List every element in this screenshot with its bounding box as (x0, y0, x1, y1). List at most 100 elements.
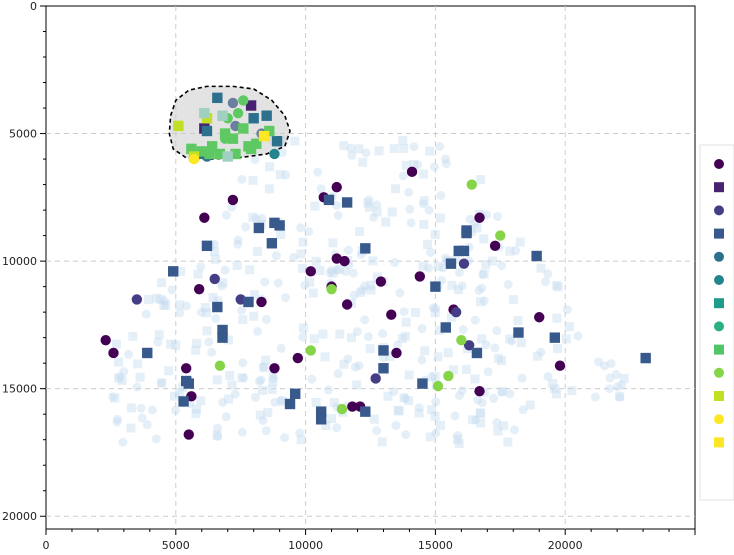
x-tick-label: 0 (43, 539, 50, 552)
data-point (271, 136, 283, 147)
background-point (309, 334, 319, 344)
background-point (237, 174, 247, 184)
background-point (465, 214, 475, 224)
background-point (497, 356, 507, 366)
background-point (511, 246, 521, 256)
background-point (424, 263, 434, 273)
data-point (269, 363, 280, 374)
background-point (280, 433, 290, 443)
data-point (274, 220, 285, 231)
background-point (232, 260, 242, 270)
data-point (292, 352, 304, 364)
background-point (454, 439, 464, 449)
background-point (476, 409, 486, 419)
background-point (343, 354, 353, 364)
background-point (422, 239, 432, 249)
background-point (238, 358, 248, 368)
legend-marker (714, 251, 724, 262)
background-point (493, 211, 503, 221)
background-point (363, 198, 373, 208)
background-point (435, 142, 445, 152)
background-point (348, 268, 358, 278)
background-point (200, 302, 210, 312)
background-point (352, 380, 362, 390)
background-point (141, 309, 151, 319)
background-point (211, 314, 221, 324)
background-point (110, 393, 120, 403)
axes: 0 5000 10000 15000 20000 0 5000 10000 15000 20000 (2, 0, 696, 552)
background-point (237, 305, 247, 315)
background-point (300, 280, 310, 290)
background-point (296, 435, 306, 445)
background-point (476, 418, 486, 428)
background-point (175, 300, 185, 310)
data-point (217, 110, 228, 121)
data-point (534, 312, 545, 323)
data-point (227, 97, 239, 109)
background-point (227, 380, 237, 390)
data-point (214, 360, 226, 371)
background-point (233, 235, 243, 245)
background-point (497, 387, 507, 397)
background-point (349, 290, 359, 300)
data-point (471, 347, 483, 359)
legend-marker (714, 275, 724, 285)
background-point (507, 336, 517, 346)
background-point (335, 329, 345, 339)
background-point (419, 219, 429, 229)
background-point (541, 277, 551, 287)
background-point (470, 374, 480, 384)
background-point (387, 207, 397, 217)
background-point (124, 349, 134, 359)
legend-marker (714, 298, 724, 309)
data-point (305, 266, 316, 277)
data-point (370, 373, 381, 384)
data-point (489, 240, 501, 252)
background-point (233, 239, 243, 249)
background-point (377, 437, 387, 447)
background-point (281, 293, 291, 303)
background-point (152, 293, 162, 303)
background-point (221, 210, 231, 220)
background-point (470, 315, 480, 325)
background-point (431, 397, 441, 407)
data-point (341, 299, 353, 310)
background-point (132, 382, 142, 392)
background-point (271, 251, 281, 261)
background-point (489, 393, 499, 403)
y-tick-label: 20000 (2, 510, 37, 523)
background-point (497, 387, 507, 397)
background-point (431, 428, 441, 438)
background-point (533, 351, 543, 361)
data-point (248, 113, 259, 124)
data-point (217, 332, 228, 343)
background-point (472, 223, 482, 233)
background-point (499, 421, 509, 431)
background-point (316, 184, 326, 194)
background-point (157, 378, 167, 388)
background-point (196, 396, 206, 406)
background-point (398, 135, 408, 145)
data-point (206, 141, 218, 152)
data-point (549, 332, 561, 343)
background-point (196, 307, 206, 317)
background-point (446, 312, 456, 322)
background-point (327, 414, 337, 424)
background-point (505, 389, 515, 399)
data-point (100, 335, 111, 346)
background-point (323, 385, 333, 395)
background-point (196, 262, 206, 272)
background-point (171, 405, 181, 415)
background-point (517, 373, 527, 383)
data-point (188, 153, 200, 165)
background-point (605, 373, 615, 383)
background-point (128, 331, 138, 341)
background-point (425, 146, 435, 156)
background-point (410, 308, 420, 318)
background-point (599, 361, 609, 371)
background-point (298, 237, 308, 247)
background-point (518, 405, 528, 415)
data-point (217, 324, 228, 336)
background-point (352, 327, 362, 337)
background-point (461, 364, 471, 374)
